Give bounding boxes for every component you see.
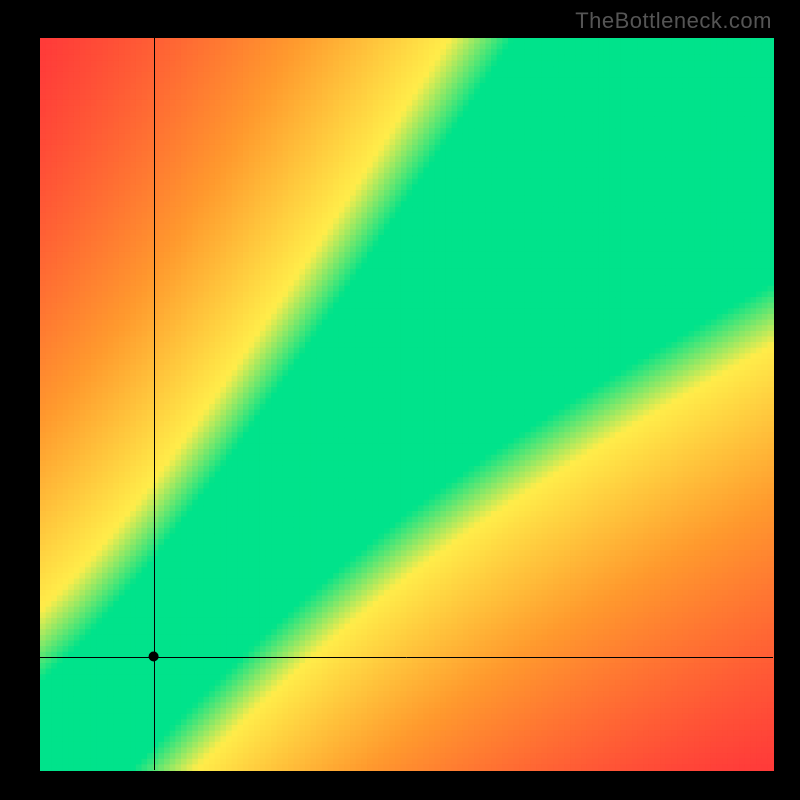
bottleneck-heatmap <box>0 0 800 800</box>
watermark-text: TheBottleneck.com <box>575 8 772 34</box>
